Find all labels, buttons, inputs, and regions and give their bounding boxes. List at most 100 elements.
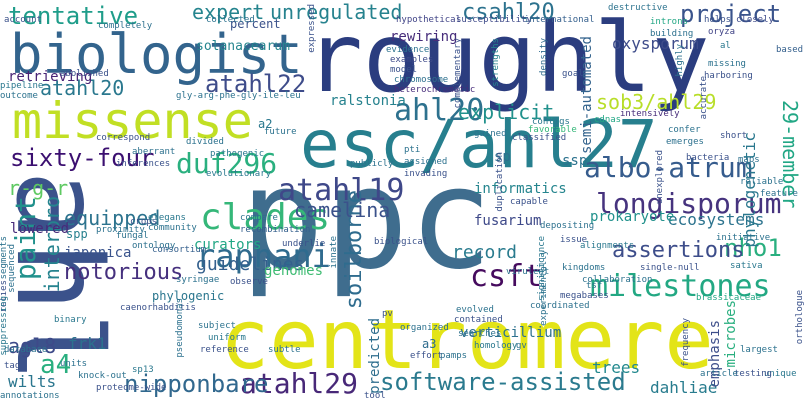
word-gv: gv — [516, 341, 527, 351]
word-percent: percent — [230, 17, 281, 31]
word-rewiring: rewiring — [390, 29, 458, 45]
word-notorious: notorious — [64, 260, 184, 285]
word-testing: testing — [734, 369, 772, 379]
word-underlie: underlie — [282, 239, 326, 249]
word-assertions: assertions — [612, 238, 745, 263]
word-phylogenetic: phylogenetic — [740, 132, 759, 248]
word-pv: pv — [382, 309, 393, 319]
word-unique: unique — [764, 369, 797, 379]
word-reference: reference — [200, 345, 249, 355]
word-short: short — [720, 131, 748, 141]
word-examples: examples — [390, 55, 434, 65]
word-strengths: strengths — [491, 38, 501, 87]
word-oryza: oryza — [708, 27, 736, 37]
word-observe: observe — [230, 277, 268, 287]
word-elegans: elegans — [148, 213, 186, 223]
word-effort: effort — [410, 351, 443, 361]
word-roughly: roughly — [305, 2, 710, 114]
word-goal: goal — [562, 69, 584, 79]
word-helps: helps — [704, 15, 732, 25]
word-ahl: ahl — [0, 170, 128, 384]
word-syringae: syringae — [176, 275, 220, 285]
word-duf296: duf296 — [176, 147, 278, 180]
word-destructive: destructive — [608, 3, 668, 13]
word-evidence: evidence — [386, 45, 430, 55]
word-density: density — [539, 38, 549, 76]
word-intensively: intensively — [620, 109, 680, 119]
word-csahl20: csahl20 — [462, 0, 555, 25]
word-ecosystems: ecosystems — [668, 210, 765, 229]
word-subtle: subtle — [268, 345, 301, 355]
word-hypothetical: hypothetical — [396, 15, 462, 25]
word-feature: feature — [760, 189, 798, 199]
word-heterochromatic: heterochromatic — [394, 85, 476, 95]
word-collected: collected — [206, 15, 255, 25]
word-community: community — [148, 223, 197, 233]
word-outcome: outcome — [0, 91, 38, 101]
word-orthologue: orthologue — [795, 290, 805, 345]
word-gained: gained — [474, 129, 507, 139]
word-classified: classified — [512, 133, 567, 143]
word-wilts: wilts — [8, 372, 57, 391]
word-raphani: raphani — [196, 237, 331, 275]
word-harboring: harboring — [704, 71, 753, 81]
word-sequenced: sequenced — [7, 244, 17, 293]
word-innate: innate — [329, 236, 339, 269]
word-atahl19: atahl19 — [278, 173, 405, 208]
word-correspond: correspond — [96, 133, 151, 143]
word-evolved: evolved — [456, 305, 494, 315]
word-lowered: lowered — [10, 221, 70, 237]
word-compare: compare — [240, 213, 278, 223]
word-a2: a2 — [258, 117, 273, 131]
word-software-assisted: software-assisted — [380, 368, 626, 396]
word-subject: subject — [198, 321, 236, 331]
word-curators: curators — [194, 237, 262, 253]
word-confer: confer — [668, 125, 701, 135]
word-29-member: 29-member — [778, 100, 802, 209]
word-consortium: consortium — [152, 245, 207, 255]
word-esc-ahl27: esc/ahl27 — [300, 106, 658, 183]
word-record: record — [452, 242, 518, 263]
word-predicted: predicted — [367, 318, 383, 394]
word-verticillium: verticillium — [460, 325, 562, 341]
word-prokaryote: prokaryote — [590, 209, 675, 225]
word-annotations: annotations — [0, 391, 60, 401]
word-missense: missense — [12, 92, 253, 150]
word-agl8: agl8 — [8, 334, 57, 358]
word-pseudomonas: pseudomonas — [175, 298, 185, 358]
word-frk1: frk1 — [68, 334, 107, 353]
word-tag: tag — [4, 361, 21, 371]
word-contained: contained — [454, 315, 503, 325]
word-database: database — [4, 345, 48, 355]
word-emerges: emerges — [666, 137, 704, 147]
word-ppc: ppc — [240, 138, 493, 301]
word-bacteria: bacteria — [686, 153, 730, 163]
word-assigned: assigned — [404, 157, 448, 167]
word-solanacearum: solanacearum — [196, 39, 290, 54]
word-genomes: genomes — [264, 263, 324, 279]
word-sixty-four: sixty-four — [10, 144, 155, 172]
word-future: future — [264, 127, 297, 137]
word-pathogenic: pathogenic — [210, 149, 265, 159]
word-fungal: fungal — [116, 231, 149, 241]
word-project: project — [680, 0, 782, 28]
word-cdnas: cdnas — [594, 115, 622, 125]
word-guidelines: guidelines — [196, 254, 305, 275]
word-highly: highly — [675, 44, 685, 77]
word-expert: expert — [192, 0, 265, 24]
word-binary: binary — [54, 315, 87, 325]
word-ahl20: ahl20 — [394, 93, 485, 128]
word-recombination: recombination — [240, 225, 311, 235]
word-sp: sp — [494, 149, 511, 165]
word-depositing: depositing — [540, 221, 595, 231]
word-nho1: nho1 — [724, 234, 782, 262]
word-missing: missing — [708, 59, 746, 69]
word-proteome-wide: proteome-wide — [96, 383, 167, 393]
word-alignments: alignments — [580, 241, 635, 251]
word-proximity: proximity — [96, 225, 145, 235]
word-experimentally: experimentally — [539, 250, 549, 326]
word-building: building — [650, 29, 694, 39]
word-retrieving: retrieving — [8, 69, 93, 85]
word-issue: issue — [560, 235, 588, 245]
